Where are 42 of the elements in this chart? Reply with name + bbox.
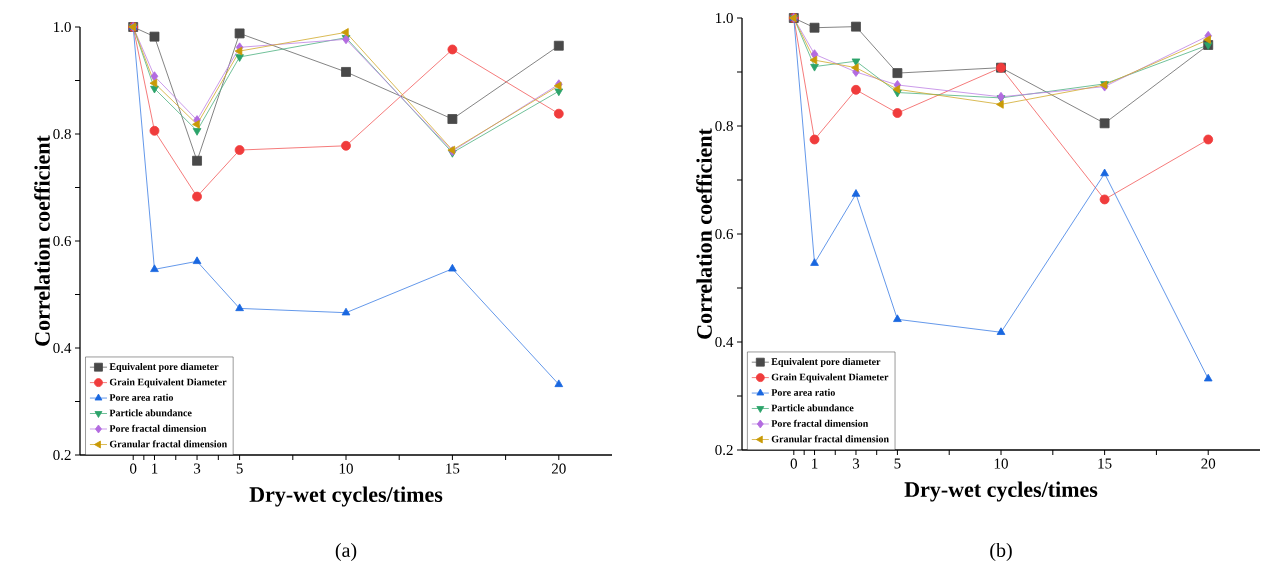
legend-label: Grain Equivalent Diameter (109, 378, 227, 388)
legend-label: Pore fractal dimension (771, 419, 869, 427)
x-tick-label: 0 (790, 458, 797, 469)
legend-label: Equivalent pore diameter (109, 362, 219, 373)
y-tick-label: 1.0 (716, 12, 733, 24)
x-axis-title: Dry-wet cycles/times (904, 481, 1098, 502)
legend-label: Equivalent pore diameter (771, 357, 881, 368)
x-tick-label: 15 (446, 463, 460, 474)
legend-label: Pore fractal dimension (109, 424, 207, 432)
x-tick-label: 20 (1201, 458, 1216, 469)
legend-label: Granular fractal dimension (771, 435, 889, 443)
legend-label: Granular fractal dimension (109, 440, 228, 448)
x-tick-label: 3 (852, 458, 860, 469)
y-tick-label: 0.2 (53, 449, 71, 461)
y-tick-label: 1.0 (54, 21, 71, 33)
y-tick-label: 0.4 (715, 336, 734, 348)
text: (b) (990, 542, 1012, 562)
x-tick-label: 5 (894, 458, 901, 469)
x-tick-label: 10 (994, 458, 1008, 469)
legend-label: Pore area ratio (109, 393, 174, 401)
y-axis-title: Correlation coefficient (696, 128, 712, 339)
y-axis-title: Correlation coefficient (34, 135, 50, 346)
legend-label: Particle abundance (771, 404, 854, 412)
y-tick-label: 0.8 (715, 120, 733, 132)
x-tick-label: 15 (1098, 458, 1112, 469)
y-tick-label: 0.4 (53, 342, 72, 354)
x-tick-label: 1 (152, 463, 158, 474)
text: (a) (335, 542, 357, 562)
x-tick-label: 20 (551, 463, 566, 474)
legend-label: Grain Equivalent Diameter (771, 373, 889, 383)
y-tick-label: 0.2 (715, 444, 733, 456)
x-tick-label: 1 (812, 458, 818, 469)
y-tick-label: 0.6 (53, 235, 72, 247)
x-tick-label: 10 (339, 463, 353, 474)
legend-label: Pore area ratio (771, 388, 835, 396)
legend-label: Particle abundance (109, 409, 192, 417)
y-tick-label: 0.8 (53, 128, 71, 140)
y-tick-label: 0.6 (715, 228, 734, 240)
x-tick-label: 0 (130, 463, 137, 474)
x-tick-label: 5 (236, 463, 243, 474)
x-axis-title: Dry-wet cycles/times (249, 486, 443, 507)
x-tick-label: 3 (194, 463, 201, 474)
